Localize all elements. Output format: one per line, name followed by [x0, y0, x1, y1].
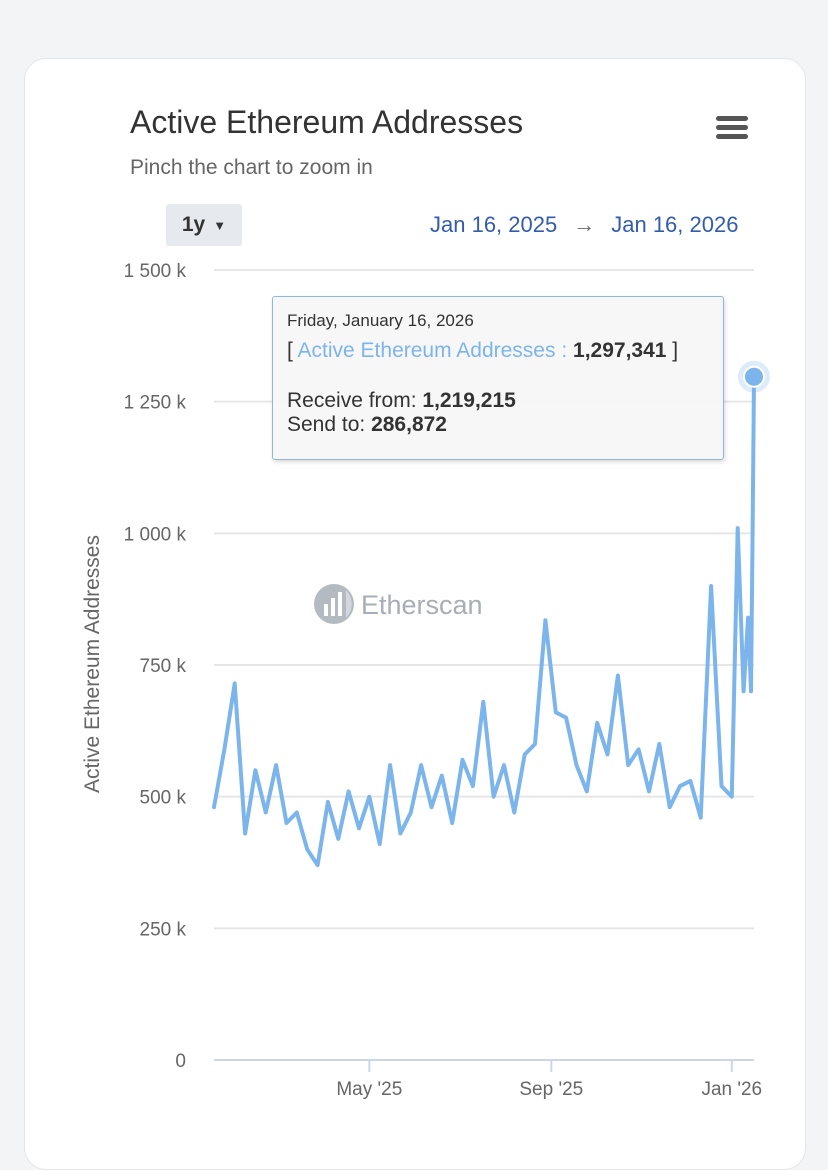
tooltip-receive-label: Receive from: — [287, 389, 417, 412]
y-tick-label: 1 500 k — [124, 261, 187, 282]
tooltip-receive-value: 1,219,215 — [422, 389, 516, 412]
y-axis-label: Active Ethereum Addresses — [81, 535, 104, 793]
date-range: Jan 16, 2025 → Jan 16, 2026 — [430, 210, 738, 240]
tooltip-bracket-open: [ — [287, 339, 293, 362]
y-tick-label: 1 250 k — [124, 393, 187, 414]
caret-down-icon: ▼ — [213, 217, 227, 233]
x-axis: May '25 Sep '25 Jan '26 — [336, 1060, 762, 1100]
date-range-to[interactable]: Jan 16, 2026 — [611, 212, 739, 237]
tooltip-series-value: 1,297,341 — [573, 339, 667, 362]
date-range-arrow: → — [573, 212, 596, 237]
y-axis-tick-labels: 0 250 k 500 k 750 k 1 000 k 1 250 k 1 500 k — [124, 261, 187, 1072]
x-tick-label: Sep '25 — [519, 1079, 583, 1100]
x-tick-label: May '25 — [336, 1079, 402, 1100]
date-range-from[interactable]: Jan 16, 2025 — [430, 212, 558, 237]
series-line-active-addresses[interactable] — [212, 374, 756, 868]
chart-svg[interactable]: 0 250 k 500 k 750 k 1 000 k 1 250 k 1 500 k Ma… — [0, 0, 828, 1136]
y-tick-label: 750 k — [140, 656, 187, 677]
tooltip-date: Friday, January 16, 2026 — [287, 311, 474, 330]
etherscan-logo-icon — [314, 584, 354, 624]
y-tick-label: 1 000 k — [124, 524, 187, 545]
chart-title: Active Ethereum Addresses — [130, 104, 524, 140]
tooltip-send-label: Send to: — [287, 413, 366, 436]
tooltip-send-row: Send to: 286,872 — [287, 413, 709, 437]
tooltip-bracket-close: ] — [672, 339, 679, 362]
y-tick-label: 0 — [175, 1051, 186, 1072]
y-tick-label: 250 k — [140, 919, 187, 940]
hamburger-menu-icon[interactable] — [714, 114, 752, 144]
tooltip-series-name: Active Ethereum Addresses : — [297, 339, 568, 362]
tooltip-series-row: [ Active Ethereum Addresses : 1,297,341 … — [287, 339, 709, 363]
chart-card — [24, 58, 806, 1170]
etherscan-watermark: Etherscan — [314, 584, 483, 624]
tooltip-send-value: 286,872 — [371, 413, 447, 436]
range-selector-button[interactable]: 1y ▼ — [166, 204, 242, 246]
x-tick-label: Jan '26 — [701, 1079, 762, 1100]
tooltip-receive-row: Receive from: 1,219,215 — [287, 389, 709, 413]
chart-subtitle: Pinch the chart to zoom in — [130, 156, 373, 179]
data-tooltip: Friday, January 16, 2026 [ Active Ethere… — [272, 296, 724, 460]
hover-point-marker[interactable] — [743, 365, 765, 388]
range-selected-label: 1y — [181, 213, 206, 236]
y-tick-label: 500 k — [140, 788, 187, 809]
etherscan-watermark-text: Etherscan — [361, 590, 483, 620]
